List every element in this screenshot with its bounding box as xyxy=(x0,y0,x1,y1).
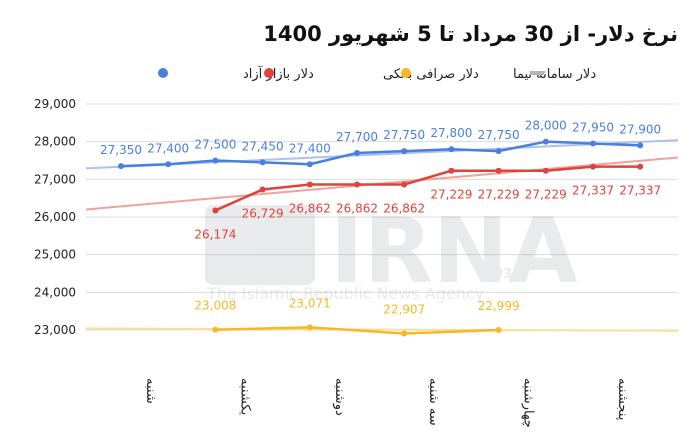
data-label: 27,350 xyxy=(100,143,142,157)
data-point xyxy=(637,163,644,170)
data-point xyxy=(212,207,219,214)
series-line xyxy=(215,326,499,335)
x-tick-label: شنبه xyxy=(143,378,158,404)
trendline xyxy=(85,327,679,332)
data-point xyxy=(259,186,266,193)
y-tick-label: 28,000 xyxy=(34,135,76,149)
data-point xyxy=(448,146,455,153)
legend-marker xyxy=(530,71,544,75)
data-point xyxy=(259,159,266,166)
y-tick-label: 29,000 xyxy=(34,97,76,111)
data-label: 27,229 xyxy=(430,188,472,202)
data-label: 26,862 xyxy=(383,202,425,216)
data-point xyxy=(590,140,596,147)
data-point xyxy=(118,163,124,170)
data-label: 27,900 xyxy=(619,122,661,136)
x-axis-labels: شنبه یکشنبه دوشنبه سه شنبه چهارشنبه پنجشنبه xyxy=(143,378,630,428)
data-point xyxy=(542,138,549,145)
x-tick-label: سه شنبه xyxy=(426,378,441,426)
data-label: 22,907 xyxy=(383,303,425,317)
series-line xyxy=(214,165,641,212)
data-labels: 27,350 27,400 27,500 27,450 27,400 27,700 27,7… xyxy=(100,119,661,317)
data-point xyxy=(401,181,408,188)
legend-marker xyxy=(158,68,168,78)
watermark-year: 1934 xyxy=(485,267,521,282)
data-point xyxy=(401,148,408,155)
data-point xyxy=(165,161,172,168)
data-label: 26,862 xyxy=(289,202,331,216)
legend-marker xyxy=(401,68,411,78)
data-point xyxy=(448,167,455,174)
data-label: 27,337 xyxy=(619,184,661,198)
legend: دلار بازار آزاد دلار صرافی بانکی دلار ساما… xyxy=(158,65,596,82)
data-point xyxy=(637,142,644,149)
data-point xyxy=(354,181,360,188)
data-label: 27,337 xyxy=(572,184,614,198)
watermark-logo: IRNA xyxy=(330,199,578,304)
legend-label: دلار صرافی بانکی xyxy=(383,67,479,82)
watermark-emblem xyxy=(205,205,315,285)
watermark-tagline: The Islamic Republic News Agency xyxy=(206,284,484,303)
x-tick-label: یکشنبه xyxy=(237,378,252,416)
y-tick-label: 26,000 xyxy=(34,210,76,224)
data-label: 27,750 xyxy=(383,128,425,142)
data-point xyxy=(495,148,502,155)
data-label: 27,700 xyxy=(336,130,378,144)
y-tick-label: 27,000 xyxy=(34,172,76,186)
data-label: 27,229 xyxy=(478,188,520,202)
data-label: 23,008 xyxy=(194,299,236,313)
data-label: 27,950 xyxy=(572,121,614,135)
series-lines xyxy=(120,140,641,335)
x-tick-label: چهارشنبه xyxy=(521,378,536,428)
data-point xyxy=(354,149,360,156)
legend-marker xyxy=(264,68,274,78)
data-label: 27,400 xyxy=(147,141,189,155)
chart-title: نرخ دلار- از 30 مرداد تا 5 شهریور 1400 xyxy=(263,22,678,46)
data-label: 28,000 xyxy=(525,119,567,133)
data-label: 27,229 xyxy=(525,188,567,202)
data-point xyxy=(306,181,313,188)
data-point xyxy=(306,324,313,331)
data-label: 23,071 xyxy=(289,296,331,310)
data-point xyxy=(590,163,596,170)
y-tick-label: 24,000 xyxy=(34,285,76,299)
x-tick-label: دوشنبه xyxy=(332,378,347,416)
y-axis-labels: 29,000 28,000 27,000 26,000 25,000 24,000 23,0… xyxy=(34,97,76,337)
data-label: 22,999 xyxy=(478,299,520,313)
data-label: 26,862 xyxy=(336,202,378,216)
y-tick-label: 23,000 xyxy=(34,323,76,337)
legend-label: دلار بازار آزاد xyxy=(243,65,314,82)
series-line xyxy=(120,140,641,168)
data-point xyxy=(542,167,549,174)
data-point xyxy=(401,330,408,337)
data-label: 27,500 xyxy=(194,138,236,152)
data-label: 27,400 xyxy=(289,141,331,155)
data-points xyxy=(118,138,644,337)
data-label: 27,800 xyxy=(430,126,472,140)
data-label: 26,729 xyxy=(242,207,284,221)
data-point xyxy=(495,327,502,334)
data-label: 27,750 xyxy=(478,128,520,142)
y-tick-label: 25,000 xyxy=(34,248,76,262)
data-label: 26,174 xyxy=(194,227,236,241)
x-tick-label: پنجشنبه xyxy=(615,378,630,421)
data-point xyxy=(495,167,502,174)
legend-label: دلار سامانه نیما xyxy=(513,67,596,82)
data-point xyxy=(212,326,219,333)
data-point xyxy=(306,161,313,168)
data-label: 27,450 xyxy=(242,139,284,153)
data-point xyxy=(212,157,219,164)
